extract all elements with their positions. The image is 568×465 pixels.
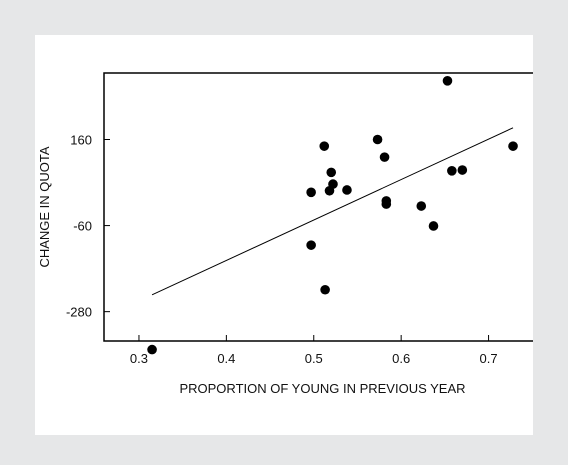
scatter-chart: 0.3 0.4 0.5 0.6 0.7 -280 -60 160 PROPORTION OF… bbox=[37, 72, 533, 396]
plot-frame bbox=[103, 72, 533, 342]
y-tick-label: -280 bbox=[66, 305, 92, 320]
data-point bbox=[326, 167, 337, 178]
data-point bbox=[442, 76, 453, 86]
data-point bbox=[342, 185, 352, 195]
y-axis-ticks: -280 -60 160 bbox=[66, 133, 110, 320]
data-points bbox=[147, 76, 518, 355]
trend-line bbox=[151, 127, 514, 296]
data-point bbox=[306, 187, 316, 198]
x-tick-label: 0.3 bbox=[130, 351, 148, 366]
x-axis-title: PROPORTION OF YOUNG IN PREVIOUS YEAR bbox=[179, 381, 465, 396]
x-tick-label: 0.4 bbox=[217, 351, 235, 366]
y-tick-label: 160 bbox=[70, 133, 92, 148]
data-point bbox=[319, 141, 330, 151]
data-point bbox=[328, 179, 338, 189]
data-point bbox=[320, 284, 330, 295]
x-axis-ticks: 0.3 0.4 0.5 0.6 0.7 bbox=[130, 335, 498, 366]
x-tick-label: 0.5 bbox=[305, 351, 323, 366]
x-tick-label: 0.7 bbox=[480, 351, 498, 366]
data-point bbox=[379, 152, 390, 162]
chart-panel: 0.3 0.4 0.5 0.6 0.7 -280 -60 160 PROPORTION OF… bbox=[35, 35, 533, 435]
data-point bbox=[306, 240, 316, 250]
data-point bbox=[372, 134, 383, 145]
data-point bbox=[416, 201, 427, 211]
data-point bbox=[428, 221, 439, 231]
x-tick-label: 0.6 bbox=[392, 351, 410, 366]
data-point bbox=[447, 166, 457, 176]
data-point bbox=[508, 141, 518, 151]
y-tick-label: -60 bbox=[73, 219, 92, 234]
data-point bbox=[381, 196, 392, 206]
data-point bbox=[457, 165, 468, 175]
data-point bbox=[147, 344, 157, 355]
y-axis-title: CHANGE IN QUOTA bbox=[37, 146, 52, 267]
